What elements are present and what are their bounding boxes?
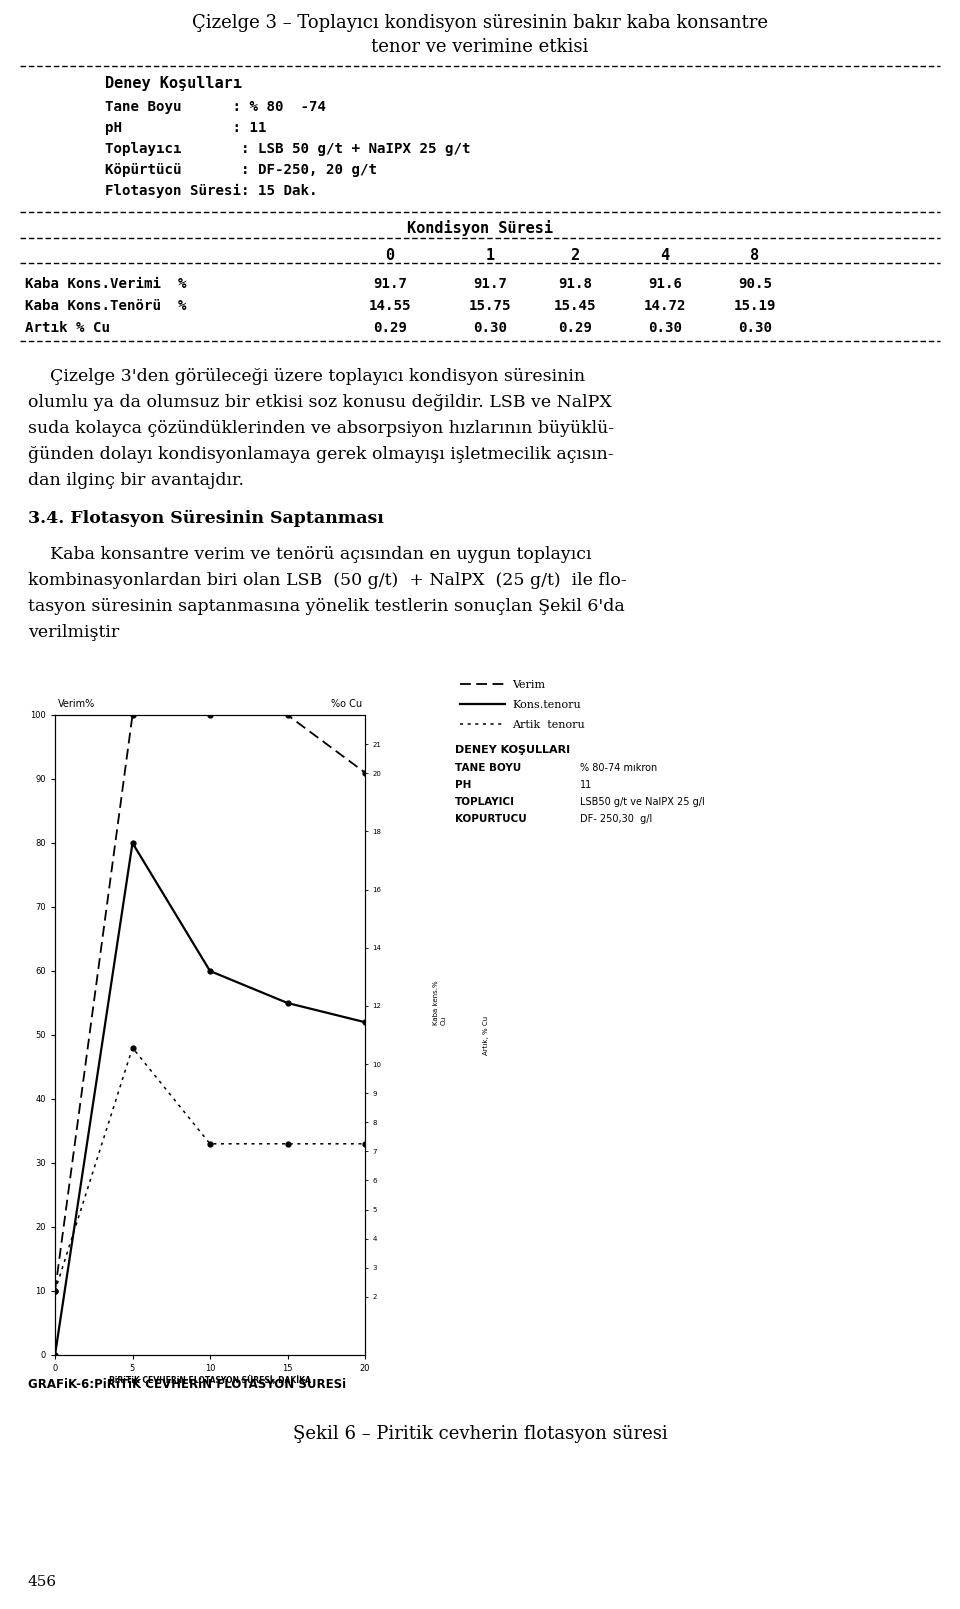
Text: PH: PH xyxy=(455,780,471,790)
Text: Artık % Cu: Artık % Cu xyxy=(25,322,110,335)
Text: 0.29: 0.29 xyxy=(373,322,407,335)
Text: GRAFiK-6:PiRiTiK CEVHERiN FLOTASYON SURESi: GRAFiK-6:PiRiTiK CEVHERiN FLOTASYON SURE… xyxy=(28,1377,347,1392)
Text: verilmiştir: verilmiştir xyxy=(28,624,119,640)
Text: Tane Boyu      : % 80  -74: Tane Boyu : % 80 -74 xyxy=(105,100,326,114)
Text: ğünden dolayı kondisyonlamaya gerek olmayışı işletmecilik açısın-: ğünden dolayı kondisyonlamaya gerek olma… xyxy=(28,446,613,463)
Text: 0.29: 0.29 xyxy=(558,322,592,335)
Text: dan ilginç bir avantajdır.: dan ilginç bir avantajdır. xyxy=(28,471,244,489)
Text: 91.7: 91.7 xyxy=(373,277,407,291)
Text: Köpürtücü       : DF-250, 20 g/t: Köpürtücü : DF-250, 20 g/t xyxy=(105,163,377,177)
Text: Flotasyon Süresi: 15 Dak.: Flotasyon Süresi: 15 Dak. xyxy=(105,183,318,198)
Text: kombinasyonlardan biri olan LSB  (50 g/t)  + NalPX  (25 g/t)  ile flo-: kombinasyonlardan biri olan LSB (50 g/t)… xyxy=(28,573,627,589)
Text: 91.7: 91.7 xyxy=(473,277,507,291)
Text: Kondisyon Süresi: Kondisyon Süresi xyxy=(407,220,553,237)
Text: 91.8: 91.8 xyxy=(558,277,592,291)
Text: 90.5: 90.5 xyxy=(738,277,772,291)
Text: 14.55: 14.55 xyxy=(369,299,411,314)
Text: olumlu ya da olumsuz bir etkisi soz konusu değildir. LSB ve NalPX: olumlu ya da olumsuz bir etkisi soz konu… xyxy=(28,394,612,410)
Text: 2: 2 xyxy=(570,248,580,262)
Text: Çizelge 3'den görüleceği üzere toplayıcı kondisyon süresinin: Çizelge 3'den görüleceği üzere toplayıcı… xyxy=(28,368,586,385)
Text: tasyon süresinin saptanmasına yönelik testlerin sonuçlan Şekil 6'da: tasyon süresinin saptanmasına yönelik te… xyxy=(28,599,625,615)
Text: 3.4. Flotasyon Süresinin Saptanması: 3.4. Flotasyon Süresinin Saptanması xyxy=(28,510,384,528)
Text: 456: 456 xyxy=(28,1575,58,1590)
Text: Verim: Verim xyxy=(512,681,545,690)
Text: 0.30: 0.30 xyxy=(738,322,772,335)
Text: tenor ve verimine etkisi: tenor ve verimine etkisi xyxy=(372,39,588,56)
Text: % 80-74 mıkron: % 80-74 mıkron xyxy=(580,763,658,772)
Text: Toplayıcı       : LSB 50 g/t + NaIPX 25 g/t: Toplayıcı : LSB 50 g/t + NaIPX 25 g/t xyxy=(105,142,470,156)
Text: Şekil 6 – Piritik cevherin flotasyon süresi: Şekil 6 – Piritik cevherin flotasyon sür… xyxy=(293,1426,667,1443)
Text: 14.72: 14.72 xyxy=(644,299,686,314)
Text: 15.45: 15.45 xyxy=(554,299,596,314)
Text: 0.30: 0.30 xyxy=(648,322,682,335)
Text: 91.6: 91.6 xyxy=(648,277,682,291)
Text: Verim%: Verim% xyxy=(59,698,95,708)
Text: LSB50 g/t ve NalPX 25 g/l: LSB50 g/t ve NalPX 25 g/l xyxy=(580,796,705,808)
Text: 4: 4 xyxy=(660,248,669,262)
Text: TANE BOYU: TANE BOYU xyxy=(455,763,521,772)
Text: suda kolayca çözündüklerinden ve absorpsiyon hızlarının büyüklü-: suda kolayca çözündüklerinden ve absorps… xyxy=(28,420,614,438)
Text: 0.30: 0.30 xyxy=(473,322,507,335)
Text: Kaba Kons.Tenörü  %: Kaba Kons.Tenörü % xyxy=(25,299,186,314)
Text: Kaba konsantre verim ve tenörü açısından en uygun toplayıcı: Kaba konsantre verim ve tenörü açısından… xyxy=(28,545,591,563)
X-axis label: PiRiTiK CEVHERiN FLOTASYON SÜRESİ, DAKİKA: PiRiTiK CEVHERiN FLOTASYON SÜRESİ, DAKİK… xyxy=(109,1376,311,1385)
Text: TOPLAYICI: TOPLAYICI xyxy=(455,796,515,808)
Text: pH             : 11: pH : 11 xyxy=(105,121,267,135)
Text: 8: 8 xyxy=(751,248,759,262)
Text: Kaba kens.%
Cu: Kaba kens.% Cu xyxy=(433,981,446,1025)
Text: Çizelge 3 – Toplayıcı kondisyon süresinin bakır kaba konsantre: Çizelge 3 – Toplayıcı kondisyon süresini… xyxy=(192,14,768,32)
Text: 15.19: 15.19 xyxy=(733,299,777,314)
Text: 1: 1 xyxy=(486,248,494,262)
Text: Artık, % Cu: Artık, % Cu xyxy=(483,1015,489,1054)
Text: %o Cu: %o Cu xyxy=(331,698,362,708)
Text: Kaba Kons.Verimi  %: Kaba Kons.Verimi % xyxy=(25,277,186,291)
Text: Deney Koşulları: Deney Koşulları xyxy=(105,76,242,92)
Text: Artik  tenoru: Artik tenoru xyxy=(512,719,585,730)
Text: DENEY KOŞULLARI: DENEY KOŞULLARI xyxy=(455,745,570,755)
Text: KOPURTUCU: KOPURTUCU xyxy=(455,814,527,824)
Text: 0: 0 xyxy=(385,248,395,262)
Text: 15.75: 15.75 xyxy=(468,299,512,314)
Text: Kons.tenoru: Kons.tenoru xyxy=(512,700,581,710)
Text: 11: 11 xyxy=(580,780,592,790)
Text: DF- 250,30  g/l: DF- 250,30 g/l xyxy=(580,814,652,824)
